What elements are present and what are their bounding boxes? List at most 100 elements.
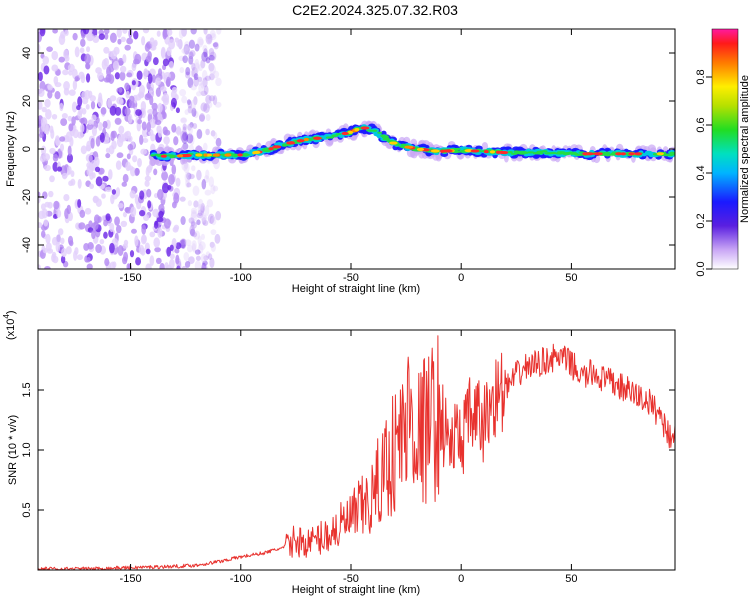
noise-speck <box>182 131 188 141</box>
noise-speck <box>67 235 74 245</box>
ridge-cell <box>568 152 575 155</box>
noise-speck <box>137 158 142 168</box>
noise-speck <box>193 200 199 208</box>
ridge-peak <box>499 150 505 155</box>
noise-speck <box>38 264 41 269</box>
y-tick-label: 1.0 <box>21 442 33 457</box>
noise-speck <box>41 106 47 113</box>
ridge-cell <box>262 149 272 153</box>
noise-speck <box>122 173 129 183</box>
ridge-peak <box>203 153 208 157</box>
noise-speck <box>182 55 188 64</box>
ridge-peak <box>404 145 414 149</box>
noise-speck <box>162 92 170 104</box>
noise-speck <box>61 247 67 258</box>
noise-speck <box>105 213 111 222</box>
noise-speck <box>209 64 216 76</box>
noise-speck <box>51 113 58 120</box>
svg-text:(x104): (x104) <box>2 310 17 340</box>
noise-speck <box>81 108 87 115</box>
ridge-cell <box>536 150 545 153</box>
noise-speck <box>202 260 208 266</box>
ridge-cell <box>338 134 345 138</box>
noise-speck <box>185 179 190 188</box>
x-tick-label: -100 <box>230 573 252 585</box>
noise-speck <box>199 113 206 123</box>
ridge-peak <box>253 150 261 154</box>
ridge-peak <box>360 126 370 130</box>
noise-speck <box>207 253 213 260</box>
noise-speck <box>87 242 94 250</box>
ridge-peak <box>615 152 623 156</box>
noise-speck <box>202 142 208 152</box>
noise-speck <box>190 207 198 215</box>
noise-speck <box>212 95 218 106</box>
ridge-peak <box>656 152 664 156</box>
noise-speck <box>63 55 70 62</box>
ridge-peak <box>160 154 167 158</box>
noise-speck <box>197 36 204 48</box>
noise-speck <box>111 130 117 139</box>
x-tick-label: -150 <box>120 573 142 585</box>
noise-speck <box>126 72 133 78</box>
noise-speck <box>136 70 143 80</box>
noise-speck <box>194 58 200 70</box>
noise-speck <box>135 257 141 266</box>
noise-speck <box>187 77 194 89</box>
noise-speck <box>57 228 64 236</box>
noise-speck <box>58 56 65 63</box>
noise-speck <box>49 147 56 155</box>
noise-speck <box>114 117 122 125</box>
noise-speck <box>191 66 198 78</box>
noise-speck <box>63 80 70 91</box>
noise-speck <box>182 45 190 56</box>
noise-speck <box>64 29 69 36</box>
noise-speck <box>60 237 65 245</box>
noise-speck <box>44 98 51 108</box>
noise-speck <box>174 127 182 135</box>
noise-speck <box>180 117 188 124</box>
noise-speck <box>169 244 174 251</box>
noise-speck <box>56 209 62 218</box>
noise-speck <box>108 50 113 58</box>
noise-speck <box>194 43 200 52</box>
noise-speck <box>140 247 146 256</box>
noise-speck <box>145 248 151 255</box>
bottom-x-axis-label: Height of straight line (km) <box>292 584 420 596</box>
noise-speck <box>215 77 222 87</box>
ridge-cell <box>604 153 611 157</box>
noise-speck <box>188 39 196 49</box>
noise-speck <box>179 238 187 246</box>
noise-speck <box>196 129 203 140</box>
ridge-cell <box>481 141 489 151</box>
noise-speck <box>39 29 46 37</box>
ridge-cell <box>456 150 463 153</box>
noise-speck <box>181 265 187 269</box>
noise-speck <box>86 123 94 130</box>
noise-speck <box>112 60 120 71</box>
ridge-cell <box>652 152 658 156</box>
noise-speck <box>85 63 90 70</box>
ridge-cell <box>150 154 156 157</box>
noise-speck <box>111 140 117 150</box>
noise-speck <box>166 246 171 257</box>
noise-speck <box>137 118 142 125</box>
noise-speck <box>95 176 103 187</box>
noise-speck <box>160 46 166 58</box>
noise-speck <box>212 42 219 48</box>
noise-speck <box>181 48 186 54</box>
noise-speck <box>152 108 158 118</box>
noise-speck <box>43 164 51 172</box>
noise-speck <box>198 83 205 94</box>
noise-speck <box>80 145 87 155</box>
ridge-peak <box>489 150 496 154</box>
noise-speck <box>40 203 46 211</box>
noise-speck <box>181 95 188 104</box>
noise-speck <box>184 171 191 183</box>
noise-speck <box>212 185 219 192</box>
noise-speck <box>122 243 128 249</box>
noise-speck <box>202 44 208 53</box>
noise-speck <box>79 123 85 133</box>
noise-speck <box>47 90 53 99</box>
noise-speck <box>86 140 92 152</box>
